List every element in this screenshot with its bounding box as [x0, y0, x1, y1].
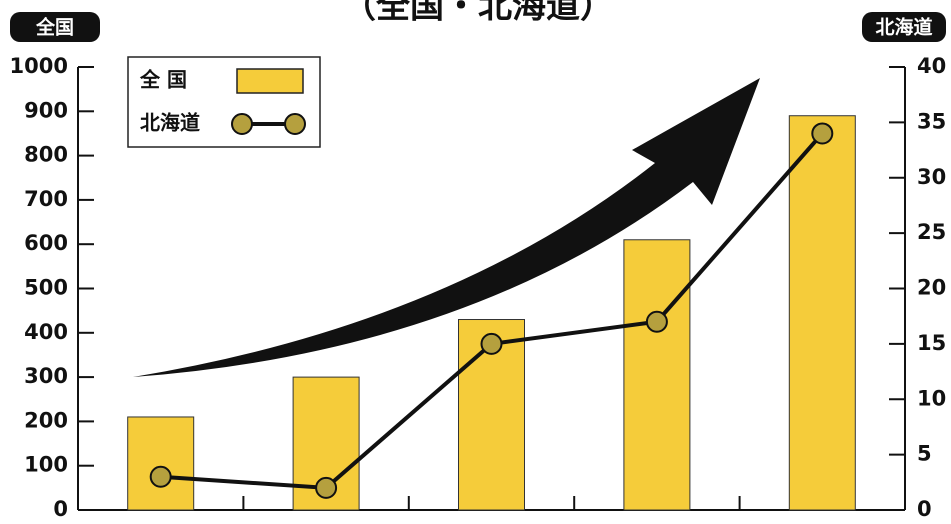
y-tick-label: 1000 [10, 54, 68, 78]
y2-tick-label: 15 [917, 331, 946, 355]
y2-tick-label: 40 [917, 54, 946, 78]
legend-marker [231, 113, 253, 135]
y2-tick-label: 35 [917, 109, 946, 133]
y2-tick-label: 10 [917, 386, 946, 410]
line-marker [811, 122, 834, 145]
line-marker [645, 310, 668, 333]
y-axis-label: 全国 [35, 16, 74, 39]
legend-swatch [236, 68, 304, 94]
legend-label: 北海道 [140, 111, 200, 135]
line-marker [315, 476, 338, 499]
y-tick-label: 400 [24, 320, 68, 344]
y2-axis-label: 北海道 [875, 16, 932, 39]
y-tick-label: 800 [24, 143, 68, 167]
y2-tick-label: 25 [917, 220, 946, 244]
y2-label-box [862, 12, 946, 42]
y-tick-label: 100 [24, 453, 68, 477]
y-tick-label: 200 [24, 408, 68, 432]
y2-tick-label: 30 [917, 165, 946, 189]
y-label-box [10, 12, 100, 42]
y-tick-label: 700 [24, 187, 68, 211]
bar [623, 239, 691, 511]
y-tick-label: 300 [24, 364, 68, 388]
y2-tick-label: 5 [917, 442, 932, 466]
y-tick-label: 0 [53, 497, 68, 521]
y-tick-label: 600 [24, 231, 68, 255]
bar [127, 416, 195, 511]
y2-tick-label: 20 [917, 276, 946, 300]
bar [788, 115, 856, 511]
y-tick-label: 900 [24, 98, 68, 122]
chart-title: （全国・北海道） [342, 0, 614, 27]
legend-label: 全 国 [139, 68, 187, 92]
bar [458, 319, 525, 511]
line-marker [149, 465, 172, 488]
legend-marker [284, 113, 306, 135]
y2-tick-label: 0 [917, 497, 932, 521]
y-tick-label: 500 [24, 276, 68, 300]
line-marker [480, 332, 503, 355]
